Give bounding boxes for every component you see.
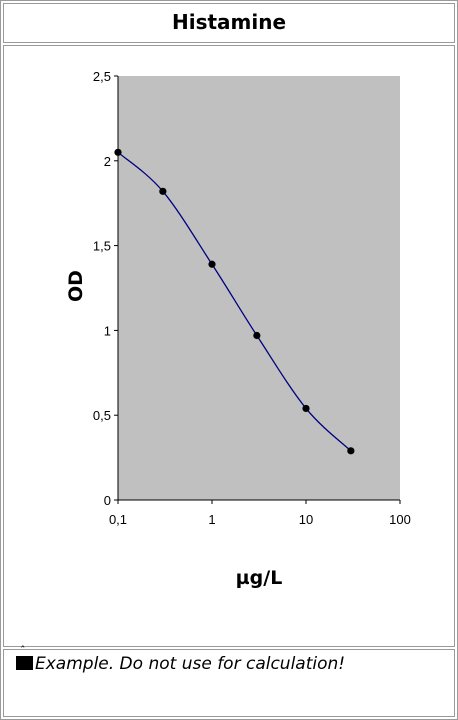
plot-area [118,76,400,500]
data-point [208,260,216,268]
data-point [253,331,261,340]
y-tick-label: 2 [104,154,111,169]
chart-cell: 0 0,5 1 1,5 2 2,5 0,1 1 10 100 OD µg/L [3,45,455,647]
y-tick-label: 0 [104,493,111,508]
x-axis-title: µg/L [236,567,283,589]
x-tick-label: 1 [208,512,215,527]
calibration-chart: 0 0,5 1 1,5 2 2,5 0,1 1 10 100 OD µg/L [65,69,411,589]
black-square-icon: ˆ [16,644,33,670]
y-tick-label: 1,5 [93,239,111,254]
caret-icon: ˆ [20,644,26,657]
x-tick-label: 10 [299,512,313,527]
y-tick-label: 1 [104,323,111,338]
data-points [114,148,355,455]
x-tick-label: 100 [389,512,411,527]
page-title: Histamine [171,10,287,34]
data-point [114,148,122,156]
note-cell: ˆ Example. Do not use for calculation! [3,644,455,717]
data-point [347,447,355,455]
x-tick-label: 0,1 [109,512,127,527]
axes [114,75,401,504]
y-axis-title: OD [65,270,87,302]
data-point [159,187,167,195]
y-tick-label: 0,5 [93,408,111,423]
y-tick-label: 2,5 [93,69,111,84]
tick-labels: 0 0,5 1 1,5 2 2,5 0,1 1 10 100 [93,69,411,527]
note-line: ˆ Example. Do not use for calculation! [16,644,346,674]
note-text: Example. Do not use for calculation! [35,654,346,674]
data-point [302,404,310,413]
title-cell: Histamine [3,3,455,43]
